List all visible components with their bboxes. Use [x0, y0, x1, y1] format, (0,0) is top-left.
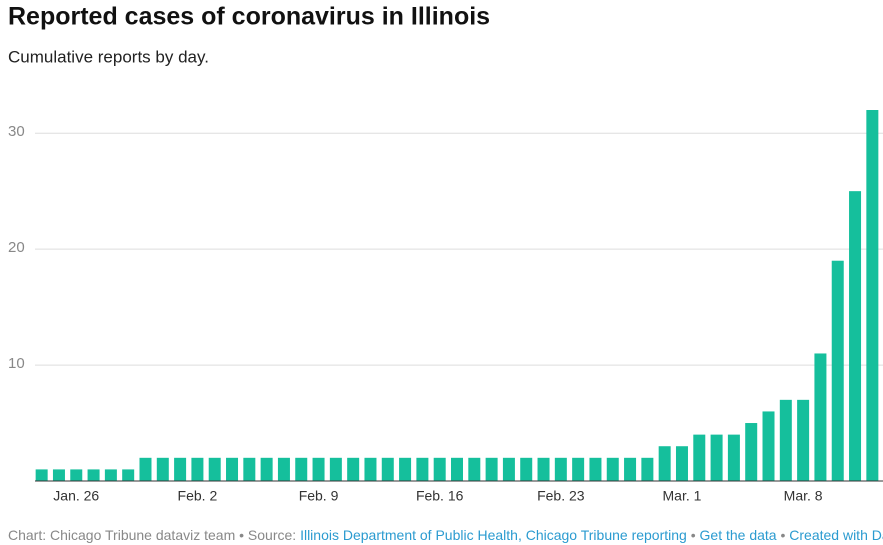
bar [104, 469, 117, 481]
separator: • [690, 527, 696, 543]
bar [122, 469, 135, 481]
bar [416, 457, 429, 481]
credit: Chart: Chicago Tribune dataviz team [8, 527, 236, 543]
bar [849, 191, 862, 481]
bar [347, 457, 360, 481]
x-tick-label: Jan. 26 [53, 488, 99, 504]
bar [641, 457, 654, 481]
bar [485, 457, 498, 481]
bar [208, 457, 221, 481]
y-tick-label: 10 [8, 355, 25, 372]
y-tick-label: 20 [8, 239, 25, 256]
bar [710, 434, 723, 481]
bar [451, 457, 463, 481]
bar [139, 457, 152, 481]
bar [727, 434, 740, 481]
bar [866, 110, 879, 481]
bar [243, 457, 256, 481]
bar [70, 469, 83, 481]
bar [589, 457, 602, 481]
bar [364, 457, 377, 481]
bar [797, 399, 810, 481]
bar [260, 457, 273, 481]
bar [156, 457, 169, 481]
bar [606, 457, 619, 481]
bar [433, 457, 446, 481]
bar [52, 469, 65, 481]
created-link[interactable]: Created with Datawrapper [789, 527, 883, 543]
bar [399, 457, 412, 481]
bar [745, 423, 758, 481]
bar [277, 457, 290, 481]
bar [762, 411, 775, 481]
x-tick-label: Mar. 1 [663, 488, 702, 504]
bar [572, 457, 585, 481]
bar [174, 457, 187, 481]
bar [693, 434, 706, 481]
bar [312, 457, 325, 481]
x-tick-label: Feb. 2 [178, 488, 218, 504]
x-tick-label: Feb. 9 [299, 488, 339, 504]
source-link[interactable]: Illinois Department of Public Health, Ch… [300, 527, 687, 543]
separator: • [239, 527, 245, 543]
get-data-link[interactable]: Get the data [699, 527, 777, 543]
bar [814, 353, 827, 481]
bar [554, 457, 567, 481]
footer: Chart: Chicago Tribune dataviz team • So… [8, 527, 883, 543]
chart-subtitle: Cumulative reports by day. [8, 47, 209, 66]
bar [35, 469, 48, 481]
x-tick-label: Feb. 16 [416, 488, 464, 504]
bar [675, 446, 688, 481]
bar [381, 457, 394, 481]
x-tick-label: Mar. 8 [784, 488, 823, 504]
bar [295, 457, 308, 481]
bar [502, 457, 515, 481]
source-label: Source: [247, 527, 297, 543]
x-tick-label: Feb. 23 [537, 488, 585, 504]
bar [624, 457, 637, 481]
bar [831, 260, 844, 481]
bar [226, 457, 239, 481]
bar [658, 446, 671, 481]
chart-title: Reported cases of coronavirus in Illinoi… [8, 3, 490, 31]
separator: • [780, 527, 786, 543]
bar [779, 399, 792, 481]
chart: Reported cases of coronavirus in Illinoi… [8, 3, 883, 504]
bar [191, 457, 204, 481]
bar [329, 457, 342, 481]
bar [87, 469, 100, 481]
bar [468, 457, 481, 481]
bar [520, 457, 533, 481]
y-tick-label: 30 [8, 123, 25, 140]
bar [537, 457, 550, 481]
